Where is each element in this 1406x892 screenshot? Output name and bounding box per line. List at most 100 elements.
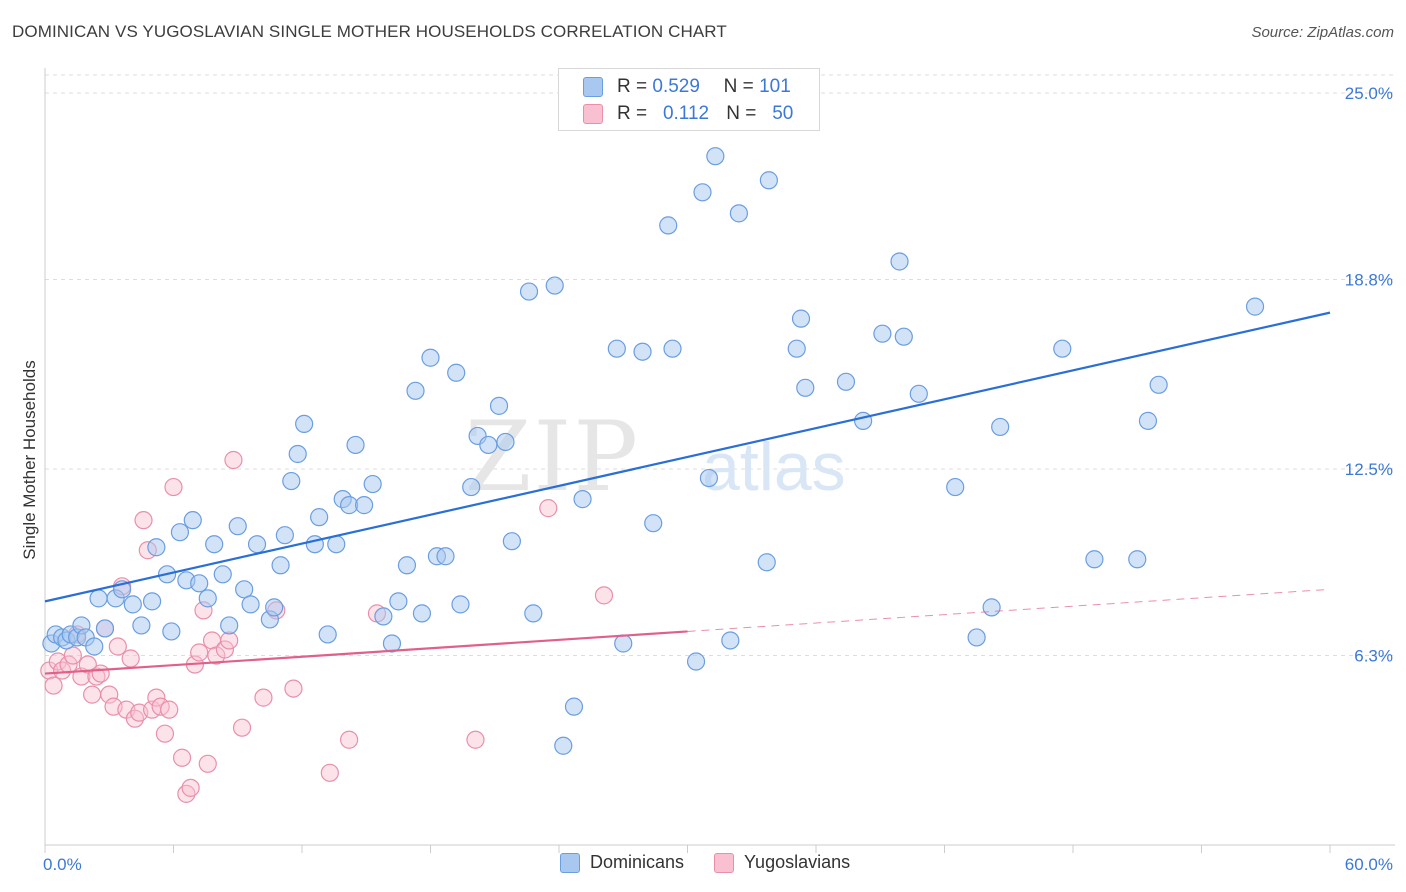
legend-item-dominicans[interactable]: Dominicans <box>560 852 684 873</box>
yugoslavian-point <box>198 754 217 773</box>
dominican-point <box>693 183 712 202</box>
dominican-point <box>1085 550 1104 569</box>
yugoslavian-point <box>164 477 183 497</box>
dominican-point <box>295 414 314 434</box>
dominican-point <box>436 547 455 566</box>
dominican-point <box>759 171 778 190</box>
dominican-point <box>489 396 509 415</box>
yugoslavian-point <box>121 649 140 668</box>
dominican-point <box>564 697 584 716</box>
legend-swatch-dominicans <box>583 77 603 97</box>
series-legend: Dominicans Yugoslavians <box>560 852 880 873</box>
dominican-point <box>406 381 425 400</box>
dominican-point <box>873 324 892 343</box>
legend-n-label: N = <box>726 103 757 124</box>
trendlines <box>44 311 1331 675</box>
legend-row-yugoslavians: R = 0.112 N = 50 <box>559 100 793 128</box>
legend-row-dominicans: R = 0.529 N = 101 <box>559 73 791 101</box>
yugoslavians-trendline <box>44 630 688 675</box>
dominican-point <box>346 435 365 455</box>
dominican-point <box>982 598 1001 617</box>
dominican-point <box>1245 297 1265 316</box>
yugoslavian-point <box>466 730 485 749</box>
dominican-point <box>699 468 719 488</box>
dominican-point <box>659 216 678 235</box>
dominican-point <box>663 339 682 358</box>
source-label: Source: ZipAtlas.com <box>1251 24 1394 41</box>
dominican-point <box>412 604 432 623</box>
dominican-point <box>479 435 498 455</box>
dominican-point <box>890 252 909 271</box>
dominican-point <box>1053 339 1072 358</box>
yugoslavian-point <box>340 730 359 749</box>
dominican-point <box>310 508 329 527</box>
dominican-point <box>757 553 776 572</box>
yugoslavian-point <box>108 637 127 656</box>
dominican-point <box>1149 375 1168 394</box>
dominican-point <box>967 628 986 647</box>
dominican-point <box>614 634 633 653</box>
yugoslavian-point <box>254 688 273 707</box>
legend-swatch-dominicans <box>560 852 580 873</box>
dominican-point <box>147 538 166 557</box>
dominican-point <box>991 417 1010 437</box>
dominican-point <box>502 532 521 551</box>
dominican-point <box>235 580 254 599</box>
dominican-point <box>271 556 290 575</box>
yugoslavian-point <box>181 778 200 797</box>
dominican-point <box>389 592 408 611</box>
legend-n-label: N = <box>723 76 754 97</box>
dominican-point <box>89 589 108 608</box>
axes <box>44 68 1395 853</box>
dominican-point <box>836 372 856 391</box>
yugoslavian-point <box>594 586 614 605</box>
dominican-point <box>382 634 402 653</box>
dominican-point <box>374 607 393 626</box>
yugoslavians-trendline-extension <box>687 588 1331 632</box>
dominican-point <box>545 276 564 295</box>
yugoslavian-point <box>44 676 63 695</box>
dominican-point <box>318 625 337 644</box>
dominican-point <box>288 444 307 464</box>
dominican-point <box>247 535 267 554</box>
legend-n-value: 50 <box>772 103 794 124</box>
yugoslavian-point <box>147 688 166 707</box>
chart-title: DOMINICAN VS YUGOSLAVIAN SINGLE MOTHER H… <box>12 22 727 41</box>
dominican-point <box>190 574 209 593</box>
dominican-point <box>796 378 815 397</box>
dominicans-trendline <box>44 311 1331 603</box>
legend-r-value: 0.112 <box>662 103 710 124</box>
watermark: ZIP atlas <box>465 401 846 513</box>
dominican-point <box>524 604 543 623</box>
legend-item-yugoslavians[interactable]: Yugoslavians <box>714 852 850 873</box>
dominican-point <box>554 736 573 755</box>
dominican-point <box>447 363 466 382</box>
dominican-point <box>462 477 481 497</box>
dominican-point <box>686 652 706 671</box>
yugoslavian-point <box>232 718 252 737</box>
dominican-point <box>791 309 811 328</box>
dominican-point <box>573 490 592 509</box>
x-tick-label: 0.0% <box>43 855 82 874</box>
dominican-point <box>170 523 190 542</box>
legend-r-label: R = <box>617 76 648 97</box>
yugoslavian-point <box>539 499 558 518</box>
yugoslavian-point <box>224 450 243 470</box>
legend-r-label: R = <box>617 103 648 124</box>
dominican-point <box>282 471 301 491</box>
legend-n-value: 101 <box>759 76 791 97</box>
dominican-point <box>355 496 374 515</box>
dominican-point <box>241 595 260 614</box>
y-tick-label: 25.0% <box>1345 84 1393 103</box>
dominican-point <box>706 147 725 166</box>
watermark-zip: ZIP <box>465 401 640 513</box>
legend-r-value: 0.529 <box>652 76 700 97</box>
dominican-point <box>644 514 663 533</box>
dominican-point <box>228 517 247 536</box>
dominican-point <box>729 204 749 223</box>
dominican-point <box>183 511 202 530</box>
dominican-point <box>496 432 515 452</box>
yugoslavian-point <box>160 700 179 719</box>
tick-labels: 6.3% 12.5% 18.8% 25.0% 0.0% 60.0% <box>43 84 1393 874</box>
